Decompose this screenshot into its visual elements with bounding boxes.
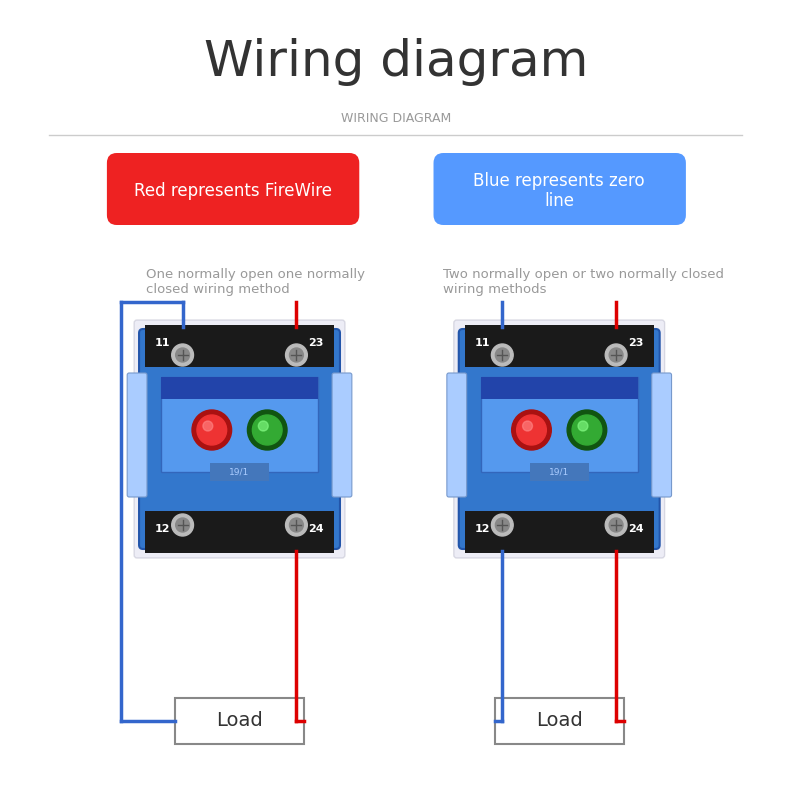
FancyBboxPatch shape: [134, 320, 345, 558]
Circle shape: [286, 344, 307, 366]
Bar: [210, 463, 270, 481]
Text: One normally open one normally
closed wiring method: One normally open one normally closed wi…: [146, 268, 366, 296]
Text: 23: 23: [309, 338, 324, 348]
Circle shape: [176, 518, 190, 532]
Circle shape: [609, 348, 623, 362]
Circle shape: [176, 348, 190, 362]
Circle shape: [578, 421, 588, 431]
Text: Two normally open or two normally closed
wiring methods: Two normally open or two normally closed…: [443, 268, 725, 296]
FancyBboxPatch shape: [447, 373, 466, 497]
Text: 12: 12: [474, 524, 490, 534]
Text: 24: 24: [628, 524, 644, 534]
FancyBboxPatch shape: [127, 373, 147, 497]
FancyBboxPatch shape: [332, 373, 352, 497]
FancyBboxPatch shape: [107, 153, 359, 225]
Bar: [161, 377, 318, 472]
Circle shape: [172, 344, 194, 366]
Bar: [145, 325, 334, 367]
Circle shape: [567, 410, 606, 450]
Bar: [465, 511, 654, 553]
FancyBboxPatch shape: [139, 329, 340, 549]
Text: Load: Load: [216, 711, 263, 730]
Text: 11: 11: [474, 338, 490, 348]
Text: 24: 24: [309, 524, 324, 534]
Circle shape: [258, 421, 268, 431]
Text: Blue represents zero
line: Blue represents zero line: [474, 172, 645, 210]
Circle shape: [495, 518, 510, 532]
Text: 11: 11: [155, 338, 170, 348]
Text: 19/1: 19/1: [549, 467, 570, 477]
Circle shape: [606, 514, 627, 536]
Circle shape: [192, 410, 232, 450]
Text: WIRING DIAGRAM: WIRING DIAGRAM: [341, 111, 451, 125]
Circle shape: [512, 410, 551, 450]
Circle shape: [491, 344, 513, 366]
Bar: [495, 698, 623, 744]
Bar: [145, 511, 334, 553]
Text: 12: 12: [155, 524, 170, 534]
Bar: [465, 325, 654, 367]
Circle shape: [495, 348, 510, 362]
FancyBboxPatch shape: [454, 320, 665, 558]
Bar: [161, 377, 318, 399]
Circle shape: [286, 514, 307, 536]
Circle shape: [247, 410, 287, 450]
Bar: [481, 377, 638, 472]
Circle shape: [203, 421, 213, 431]
Circle shape: [290, 348, 303, 362]
Circle shape: [606, 344, 627, 366]
Circle shape: [572, 415, 602, 445]
Bar: [481, 377, 638, 399]
Bar: [530, 463, 589, 481]
Text: Load: Load: [536, 711, 582, 730]
FancyBboxPatch shape: [458, 329, 660, 549]
Circle shape: [522, 421, 533, 431]
Bar: [175, 698, 304, 744]
Circle shape: [172, 514, 194, 536]
Circle shape: [197, 415, 226, 445]
FancyBboxPatch shape: [652, 373, 671, 497]
Circle shape: [517, 415, 546, 445]
Text: 23: 23: [628, 338, 644, 348]
Circle shape: [491, 514, 513, 536]
Text: Red represents FireWire: Red represents FireWire: [134, 182, 331, 200]
Text: 19/1: 19/1: [230, 467, 250, 477]
FancyBboxPatch shape: [434, 153, 686, 225]
Text: Wiring diagram: Wiring diagram: [204, 38, 588, 86]
Circle shape: [252, 415, 282, 445]
Circle shape: [609, 518, 623, 532]
Circle shape: [290, 518, 303, 532]
